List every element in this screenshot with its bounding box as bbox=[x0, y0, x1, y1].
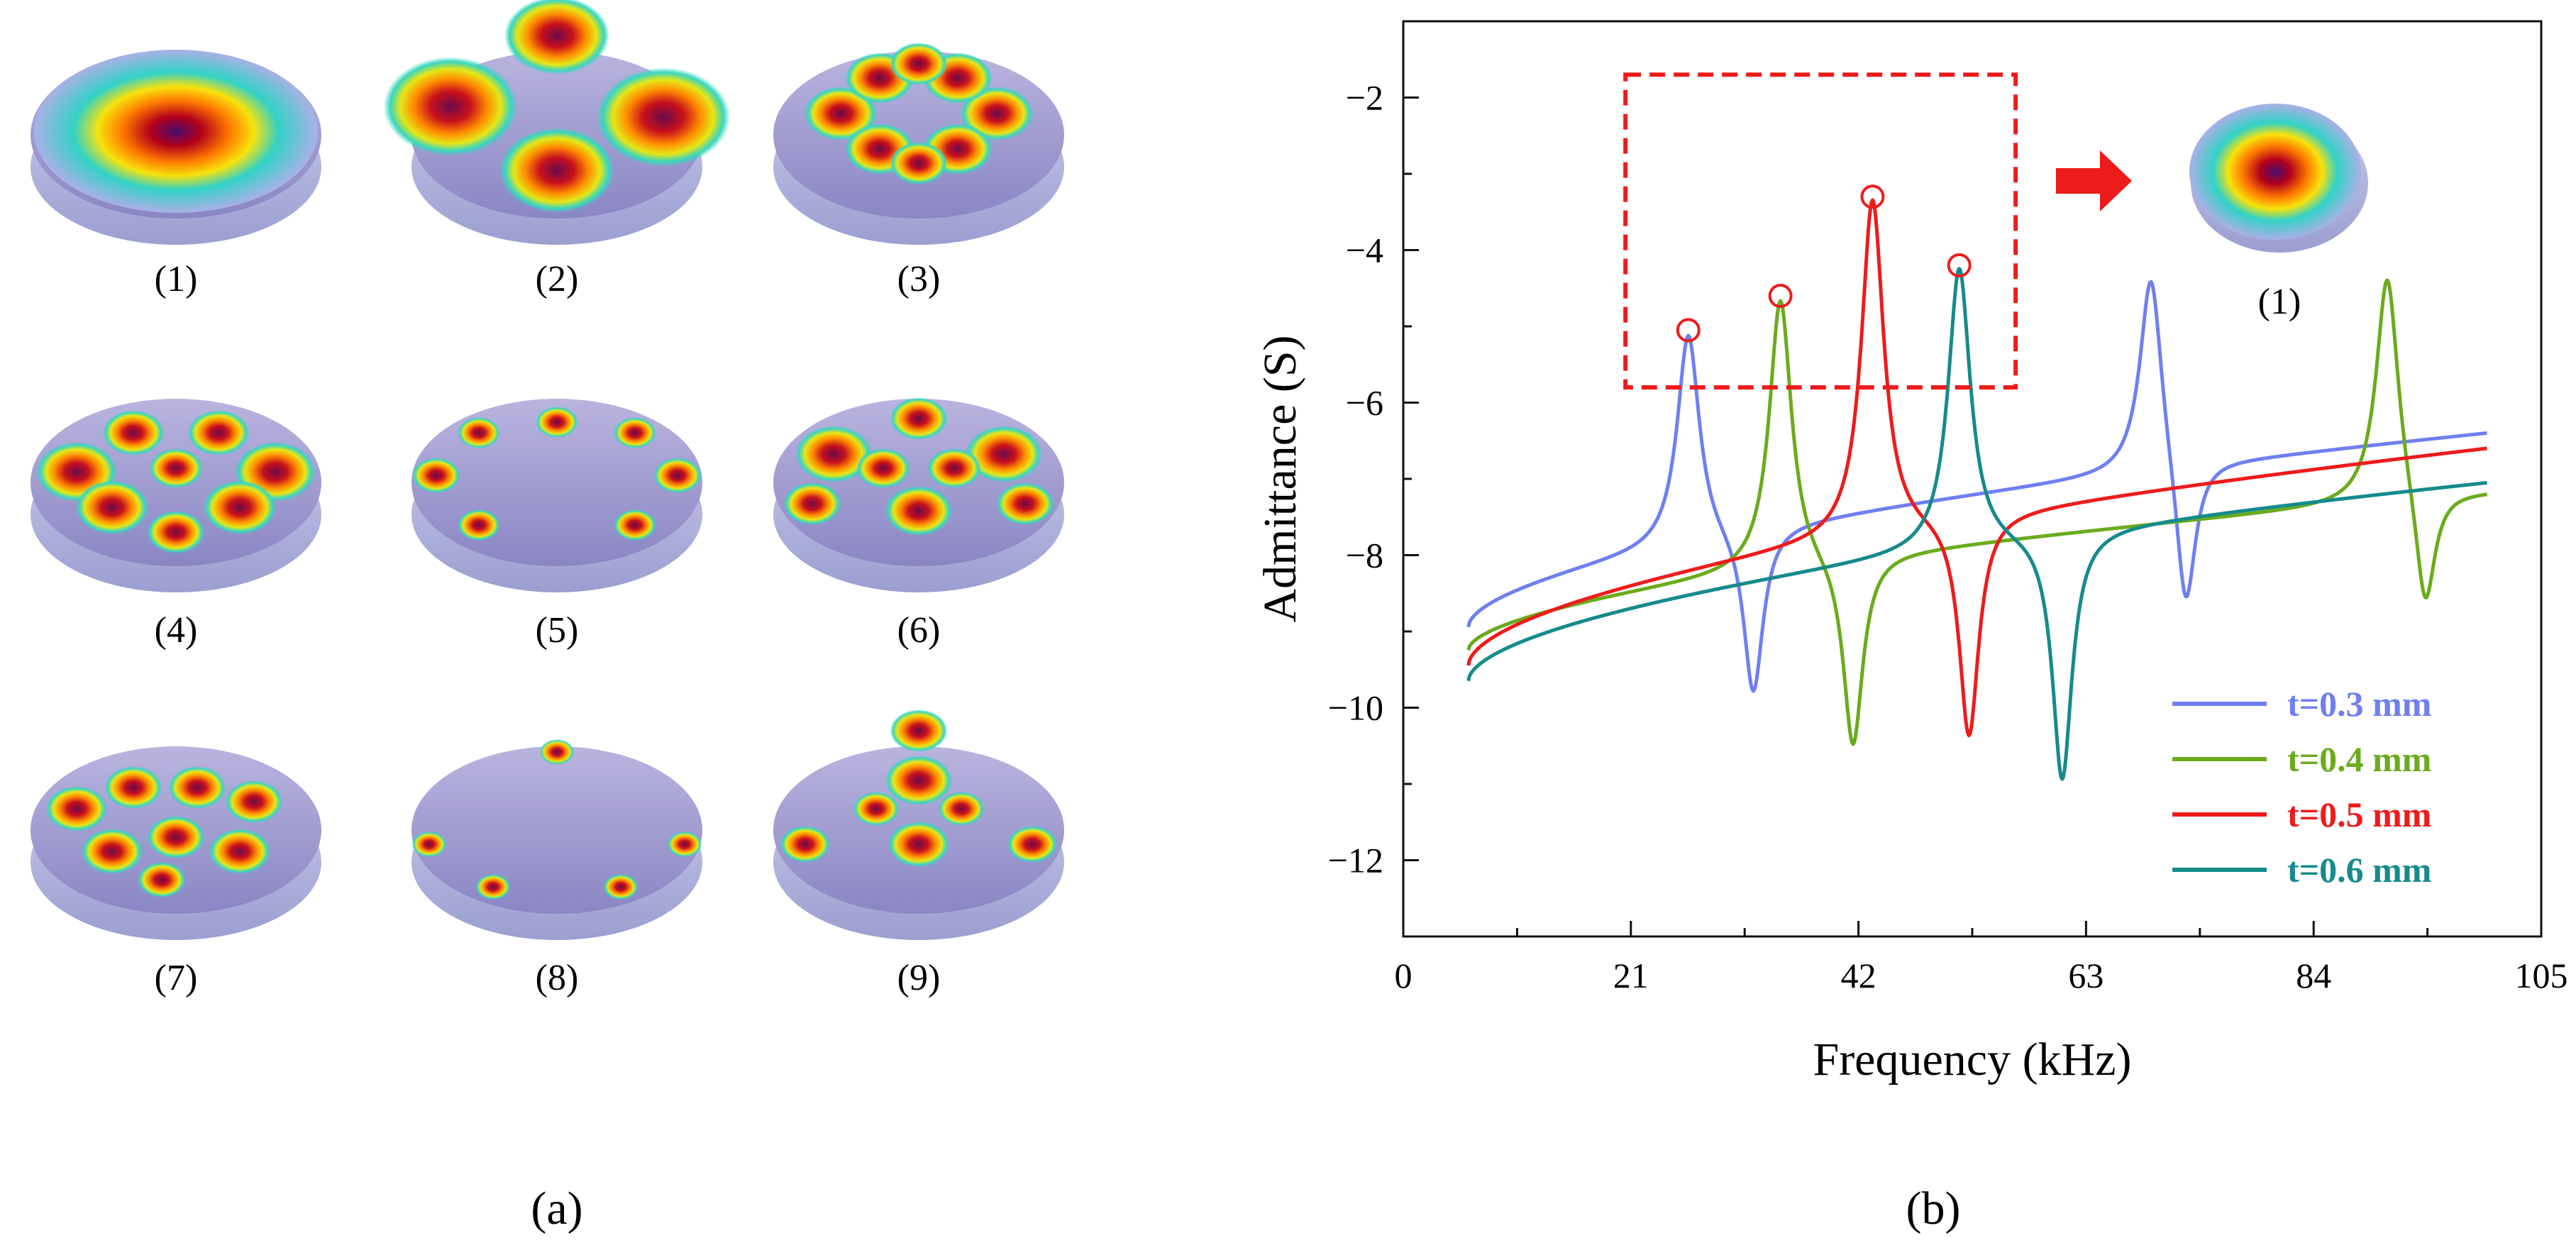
panel-a-label: (a) bbox=[531, 1183, 582, 1234]
mode-label: (4) bbox=[155, 610, 198, 651]
y-tick-label: −8 bbox=[1346, 536, 1383, 575]
mode-shape-discs bbox=[31, 0, 1064, 940]
mode-label: (9) bbox=[897, 958, 941, 998]
y-tick-label: −4 bbox=[1346, 231, 1383, 270]
mode-label: (5) bbox=[536, 610, 579, 651]
mode-shape-disc bbox=[383, 0, 731, 245]
legend-label: t=0.6 mm bbox=[2287, 850, 2431, 890]
mode-shape-disc bbox=[411, 399, 702, 592]
mode-label: (1) bbox=[155, 259, 198, 299]
tick-labels: 0 21 42 63 84 105 −12 −10 −8 −6 −4 −2 bbox=[1328, 78, 2568, 996]
legend-label: t=0.4 mm bbox=[2287, 739, 2431, 779]
x-axis-label: Frequency (kHz) bbox=[1813, 1034, 2132, 1085]
legend: t=0.3 mm t=0.4 mm t=0.5 mm t=0.6 mm bbox=[2172, 684, 2431, 890]
mode-shape-disc bbox=[31, 399, 321, 592]
axis-ticks bbox=[1402, 20, 2543, 938]
mode-shape-disc bbox=[773, 397, 1064, 592]
peak-marker bbox=[1676, 318, 1701, 343]
mode-label: (7) bbox=[155, 958, 198, 998]
mode-shape-disc bbox=[773, 43, 1064, 245]
peak-marker bbox=[1860, 184, 1885, 209]
mode-labels: (1) (2) (3) (4) (5) (6) (7) (8) (9) bbox=[155, 259, 941, 998]
series-line bbox=[1466, 198, 2488, 738]
mode-shape-disc bbox=[31, 746, 321, 940]
legend-label: t=0.5 mm bbox=[2287, 795, 2431, 834]
inset-label: (1) bbox=[2258, 282, 2301, 322]
y-tick-label: −2 bbox=[1346, 78, 1383, 118]
mode-shape-disc bbox=[773, 709, 1064, 940]
admittance-chart: 0 21 42 63 84 105−12−10−8−6−4−2 (1) t=0.3 mmt… bbox=[1254, 20, 2568, 1085]
x-tick-label: 21 bbox=[1613, 956, 1649, 995]
x-tick-label: 42 bbox=[1841, 956, 1876, 995]
mode-label: (6) bbox=[897, 610, 941, 651]
mode-shape-disc bbox=[31, 50, 321, 245]
series-curves bbox=[1466, 198, 2488, 781]
x-tick-label: 0 bbox=[1395, 956, 1413, 995]
mode-shape-disc bbox=[411, 739, 702, 940]
x-tick-label: 84 bbox=[2296, 956, 2331, 995]
legend-label: t=0.3 mm bbox=[2287, 684, 2431, 724]
y-tick-label: −10 bbox=[1328, 688, 1383, 728]
y-tick-label: −12 bbox=[1328, 841, 1383, 880]
arrow-icon bbox=[2056, 150, 2132, 211]
inset-mode-disc bbox=[2189, 104, 2368, 253]
peak-markers bbox=[1676, 184, 1972, 343]
series-line bbox=[1466, 267, 2488, 781]
x-tick-label: 105 bbox=[2515, 956, 2568, 995]
mode-label: (2) bbox=[536, 259, 579, 299]
peak-marker bbox=[1947, 253, 1972, 277]
mode-label: (3) bbox=[897, 259, 941, 299]
peak-marker bbox=[1768, 284, 1793, 308]
x-tick-label: 63 bbox=[2068, 956, 2104, 995]
series-line bbox=[1466, 280, 2488, 693]
panel-b-label: (b) bbox=[1906, 1183, 1961, 1234]
highlight-box bbox=[1623, 72, 2018, 389]
mode-shapes-panel: (1) (2) (3) (4) (5) (6) (7) (8) (9) bbox=[31, 0, 1064, 998]
mode-label: (8) bbox=[536, 958, 579, 998]
y-tick-label: −6 bbox=[1346, 383, 1383, 423]
y-axis-label: Admittance (S) bbox=[1254, 335, 1306, 622]
